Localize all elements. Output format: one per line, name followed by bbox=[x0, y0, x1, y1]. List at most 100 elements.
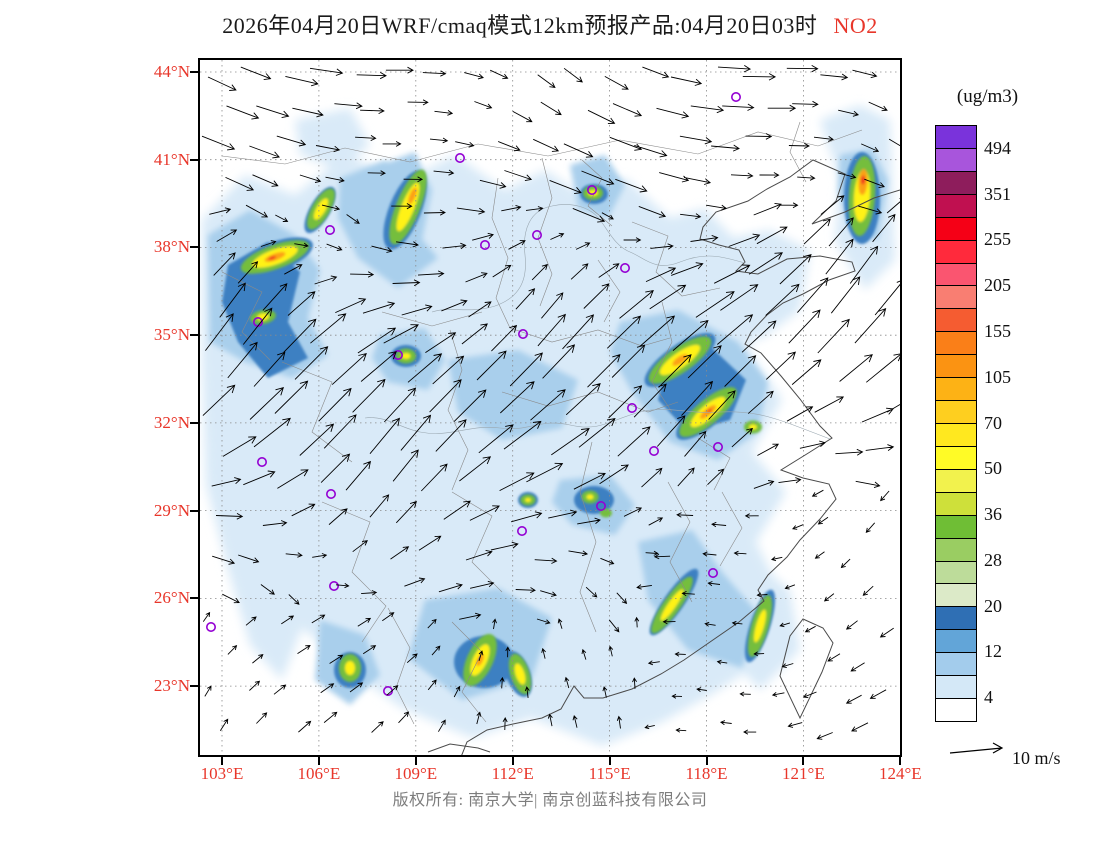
lon-label: 112°E bbox=[491, 764, 534, 783]
lon-tick bbox=[414, 757, 417, 765]
station-marker bbox=[531, 230, 542, 241]
station-marker bbox=[393, 349, 404, 360]
lon-label: 106°E bbox=[297, 764, 341, 783]
station-marker bbox=[206, 621, 216, 632]
forecast-map bbox=[200, 60, 900, 755]
colorbar-segment bbox=[936, 262, 976, 286]
colorbar-tick-label: 105 bbox=[984, 366, 1011, 387]
lat-label: 29°N bbox=[153, 500, 190, 520]
colorbar-segment bbox=[936, 147, 976, 171]
colorbar-segment bbox=[936, 698, 976, 721]
copyright-footer: 版权所有: 南京大学| 南京创蓝科技有限公司 bbox=[392, 792, 708, 809]
colorbar-segment bbox=[936, 239, 976, 263]
colorbar-segment bbox=[936, 285, 976, 309]
coastline bbox=[427, 159, 900, 755]
lon-label: 109°E bbox=[394, 764, 438, 783]
station-marker bbox=[586, 185, 597, 196]
colorbar-segment bbox=[936, 331, 976, 355]
lon-label: 115°E bbox=[588, 764, 631, 783]
station-marker bbox=[256, 456, 267, 467]
station-marker bbox=[619, 263, 630, 274]
colorbar-segment bbox=[936, 514, 976, 538]
wind-legend-label: 10 m/s bbox=[1012, 748, 1061, 768]
station-marker bbox=[730, 91, 741, 102]
colorbar-segment bbox=[936, 308, 976, 332]
colorbar-tick-label: 36 bbox=[984, 504, 1002, 525]
colorbar-segment bbox=[936, 560, 976, 584]
station-marker bbox=[595, 500, 606, 511]
station-marker bbox=[707, 567, 718, 578]
lat-tick bbox=[190, 597, 199, 600]
colorbar-segment bbox=[936, 629, 976, 653]
lat-label: 23°N bbox=[153, 676, 190, 696]
lat-label: 44°N bbox=[153, 62, 190, 81]
colorbar-segment bbox=[936, 400, 976, 423]
colorbar-segment bbox=[936, 193, 976, 217]
colorbar-tick-label: 50 bbox=[984, 458, 1002, 479]
lat-label: 26°N bbox=[153, 588, 190, 608]
colorbar-labels: 494 351 255 205 155 105 70 50 36 28 20 12 4 bbox=[984, 125, 1054, 725]
lat-tick bbox=[190, 246, 199, 249]
colorbar-segment bbox=[936, 468, 976, 492]
colorbar bbox=[935, 125, 977, 722]
colorbar-tick-label: 4 bbox=[984, 687, 993, 708]
colorbar-segment bbox=[936, 377, 976, 401]
rivers bbox=[364, 204, 831, 440]
colorbar-units-label: (ug/m3) bbox=[956, 86, 1019, 107]
lat-label: 35°N bbox=[153, 325, 190, 345]
lat-tick bbox=[190, 685, 199, 688]
lon-label: 121°E bbox=[782, 764, 825, 783]
title-text: 2026年04月20日WRF/cmaq模式12km预报产品:04月20日03时 bbox=[222, 13, 818, 38]
colorbar-segment bbox=[936, 583, 976, 607]
station-marker bbox=[479, 240, 490, 251]
lon-tick bbox=[221, 757, 223, 765]
lat-tick bbox=[190, 334, 199, 337]
lat-label: 32°N bbox=[153, 412, 190, 432]
colorbar-tick-label: 70 bbox=[984, 412, 1002, 433]
station-marker bbox=[626, 402, 637, 413]
colorbar-segment bbox=[936, 675, 976, 699]
station-marker bbox=[648, 445, 659, 456]
colorbar-segment bbox=[936, 216, 976, 240]
colorbar-segment bbox=[936, 491, 976, 515]
colorbar-segment bbox=[936, 126, 976, 148]
lon-tick bbox=[608, 757, 611, 765]
colorbar-tick-label: 28 bbox=[984, 549, 1002, 570]
lat-label: 38°N bbox=[153, 237, 190, 257]
colorbar-tick-label: 255 bbox=[984, 229, 1011, 250]
lat-tick bbox=[190, 71, 199, 73]
wind-vectors bbox=[201, 65, 900, 740]
colorbar-segment bbox=[936, 422, 976, 446]
lat-tick bbox=[190, 158, 199, 161]
no2-hotspots bbox=[240, 156, 876, 695]
station-marker bbox=[325, 225, 336, 236]
colorbar-segment bbox=[936, 445, 976, 469]
colorbar-tick-label: 351 bbox=[984, 183, 1011, 204]
lat-tick bbox=[190, 421, 199, 424]
colorbar-tick-label: 12 bbox=[984, 641, 1002, 662]
station-marker bbox=[516, 525, 527, 536]
lon-tick bbox=[705, 757, 708, 765]
colorbar-segment bbox=[936, 170, 976, 194]
title-species-label: NO2 bbox=[833, 13, 878, 38]
station-marker bbox=[712, 441, 723, 452]
station-marker bbox=[517, 328, 528, 339]
colorbar-tick-label: 494 bbox=[984, 137, 1011, 158]
lon-tick bbox=[802, 757, 805, 765]
map-frame bbox=[198, 58, 902, 757]
lon-label: 103°E bbox=[200, 764, 244, 783]
colorbar-tick-label: 20 bbox=[984, 595, 1002, 616]
lat-tick bbox=[190, 509, 199, 512]
colorbar-tick-label: 155 bbox=[984, 320, 1011, 341]
lon-tick bbox=[511, 757, 514, 765]
station-markers bbox=[206, 91, 741, 696]
lat-label: 41°N bbox=[153, 149, 190, 169]
colorbar-segment bbox=[936, 652, 976, 676]
colorbar-segment bbox=[936, 606, 976, 630]
colorbar-segment bbox=[936, 537, 976, 561]
lon-label: 124°E bbox=[878, 764, 922, 783]
lon-tick bbox=[899, 757, 902, 765]
wind-legend: 10 m/s bbox=[948, 738, 1098, 774]
colorbar-segment bbox=[936, 354, 976, 378]
